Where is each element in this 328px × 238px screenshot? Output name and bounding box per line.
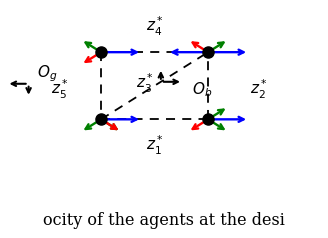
Text: $z_2^*$: $z_2^*$ <box>250 78 267 101</box>
Text: ocity of the agents at the desi: ocity of the agents at the desi <box>43 212 285 229</box>
Text: $O_b$: $O_b$ <box>192 80 212 99</box>
Text: $z_1^*$: $z_1^*$ <box>146 134 164 157</box>
Text: $z_3^*$: $z_3^*$ <box>136 72 154 95</box>
Text: $z_5^*$: $z_5^*$ <box>51 78 69 101</box>
Text: $O_g$: $O_g$ <box>37 64 58 84</box>
Text: $z_4^*$: $z_4^*$ <box>146 15 164 38</box>
